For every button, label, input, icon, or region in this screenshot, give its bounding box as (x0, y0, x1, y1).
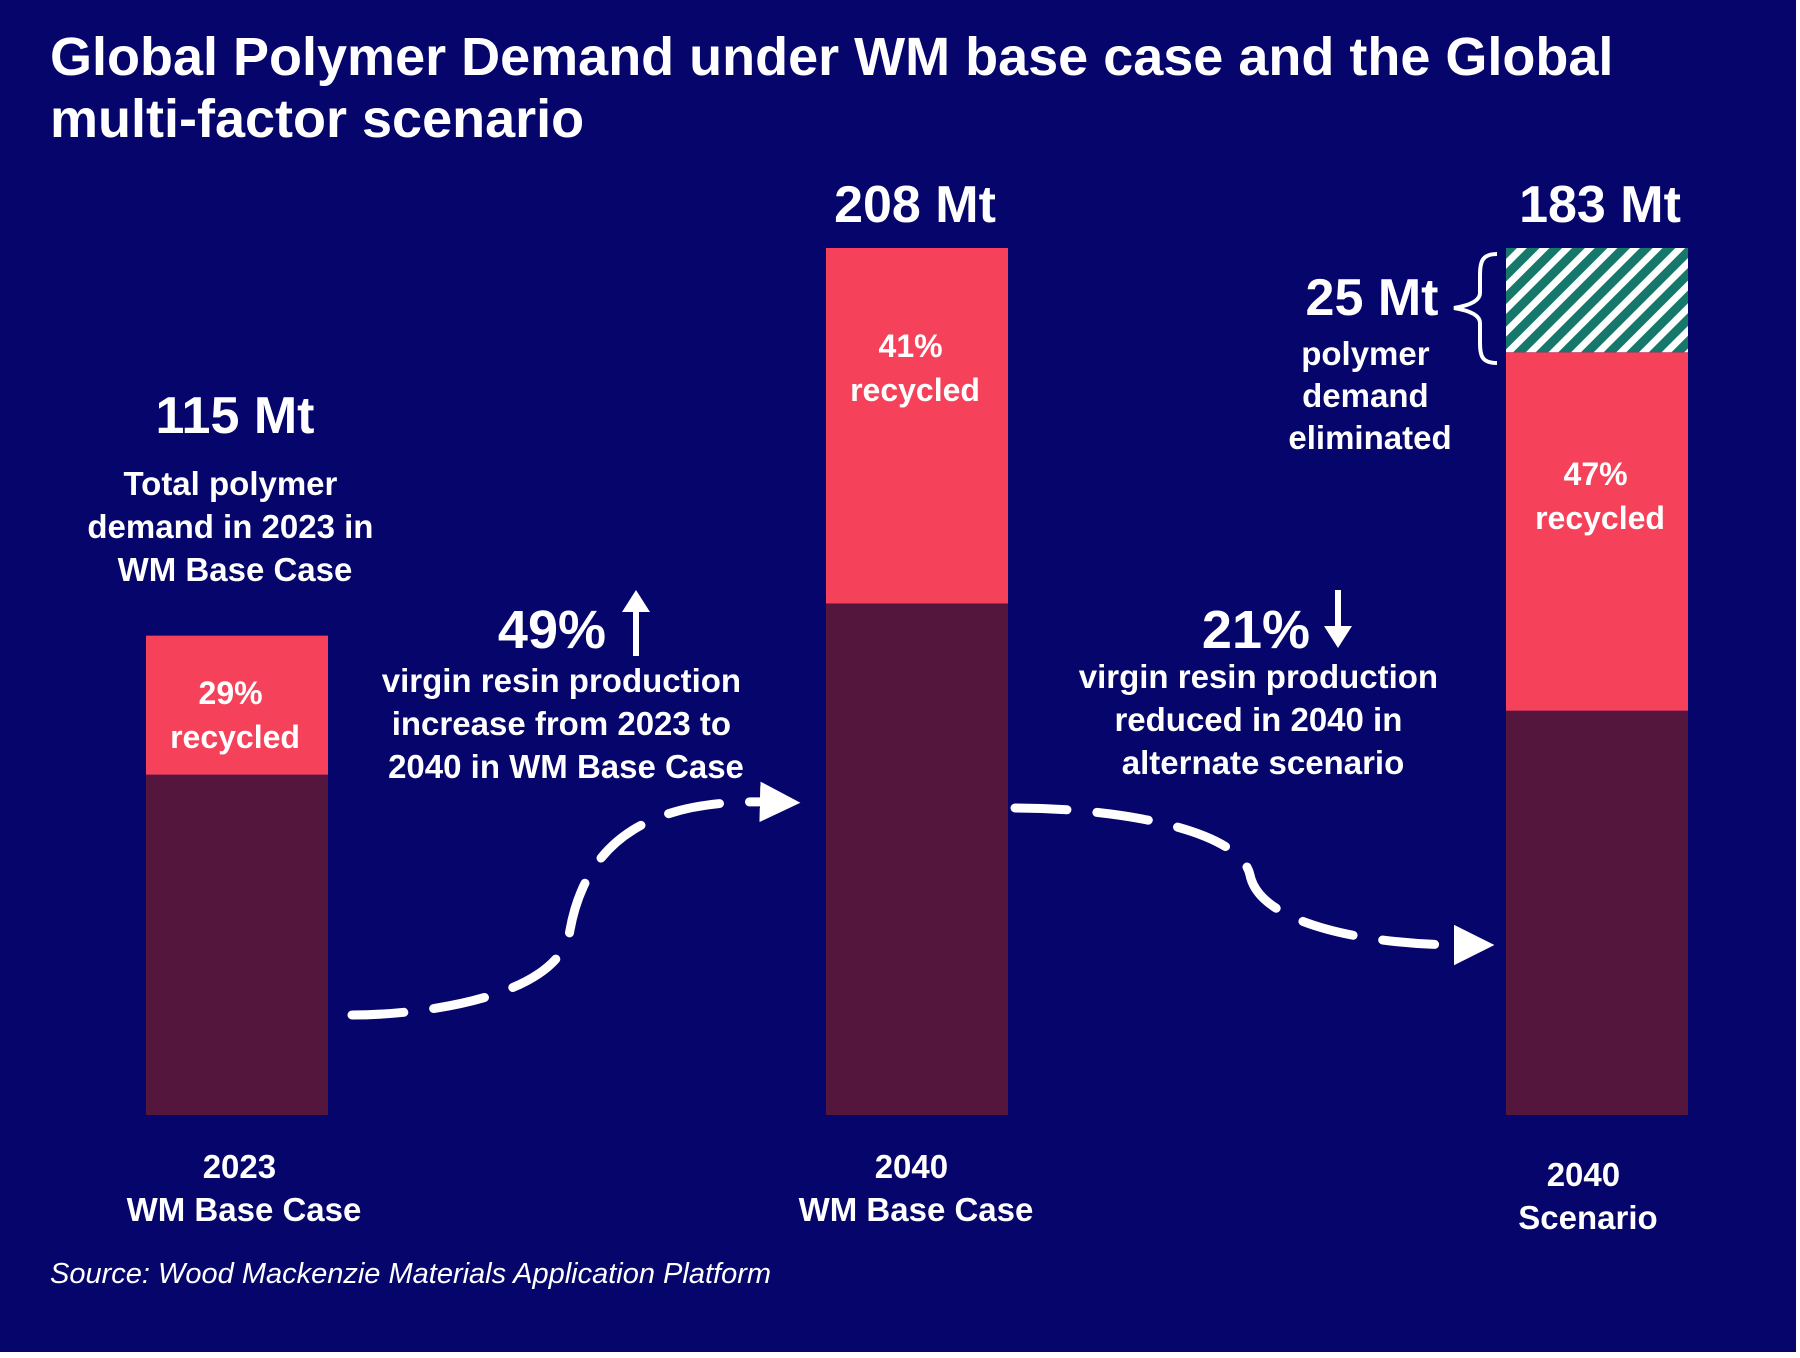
eliminated-value-label: 25 Mt (1306, 269, 1439, 327)
chart-title: Global Polymer Demand under WM base case… (50, 27, 1614, 149)
dashed-arrow-up (347, 781, 801, 1020)
total-label-2040-scenario: 183 Mt (1519, 176, 1681, 234)
eliminated-note: polymer demand eliminated (1288, 335, 1451, 456)
up-arrow-icon (622, 590, 650, 656)
category-label-2040-base: 2040 WM Base Case (799, 1148, 1034, 1228)
eliminated-bracket (1453, 252, 1498, 365)
increase-note: virgin resin production increase from 20… (382, 662, 751, 785)
category-label-2023: 2023 WM Base Case (127, 1148, 362, 1228)
dashed-arrow-down (1010, 803, 1495, 966)
bar-2023-virgin (146, 774, 328, 1115)
bar-2040-scenario-recycled (1506, 352, 1688, 711)
down-arrow-icon (1324, 590, 1352, 648)
decrease-note: virgin resin production reduced in 2040 … (1079, 658, 1448, 781)
total-label-2040-base: 208 Mt (834, 176, 996, 234)
source-note: Source: Wood Mackenzie Materials Applica… (50, 1258, 772, 1290)
bar-2023-recycled (146, 635, 328, 775)
recycled-label-2040-scenario: 47% recycled (1535, 456, 1665, 536)
base-note: Total polymer demand in 2023 in WM Base … (87, 465, 382, 588)
bars-group (146, 248, 1688, 1115)
decrease-percent: 21% (1202, 600, 1310, 660)
recycled-label-2040-base: 41% recycled (850, 328, 980, 408)
recycled-label-2023: 29% recycled (170, 675, 300, 755)
bar-2040-scenario-virgin (1506, 710, 1688, 1115)
total-label-2023: 115 Mt (156, 387, 315, 445)
bar-2040-base-virgin (826, 603, 1008, 1115)
bar-2040-base-recycled (826, 248, 1008, 604)
increase-percent: 49% (498, 600, 606, 660)
bar-2040-scenario-eliminated (1506, 248, 1688, 353)
category-label-2040-scenario: 2040 Scenario (1518, 1156, 1657, 1236)
